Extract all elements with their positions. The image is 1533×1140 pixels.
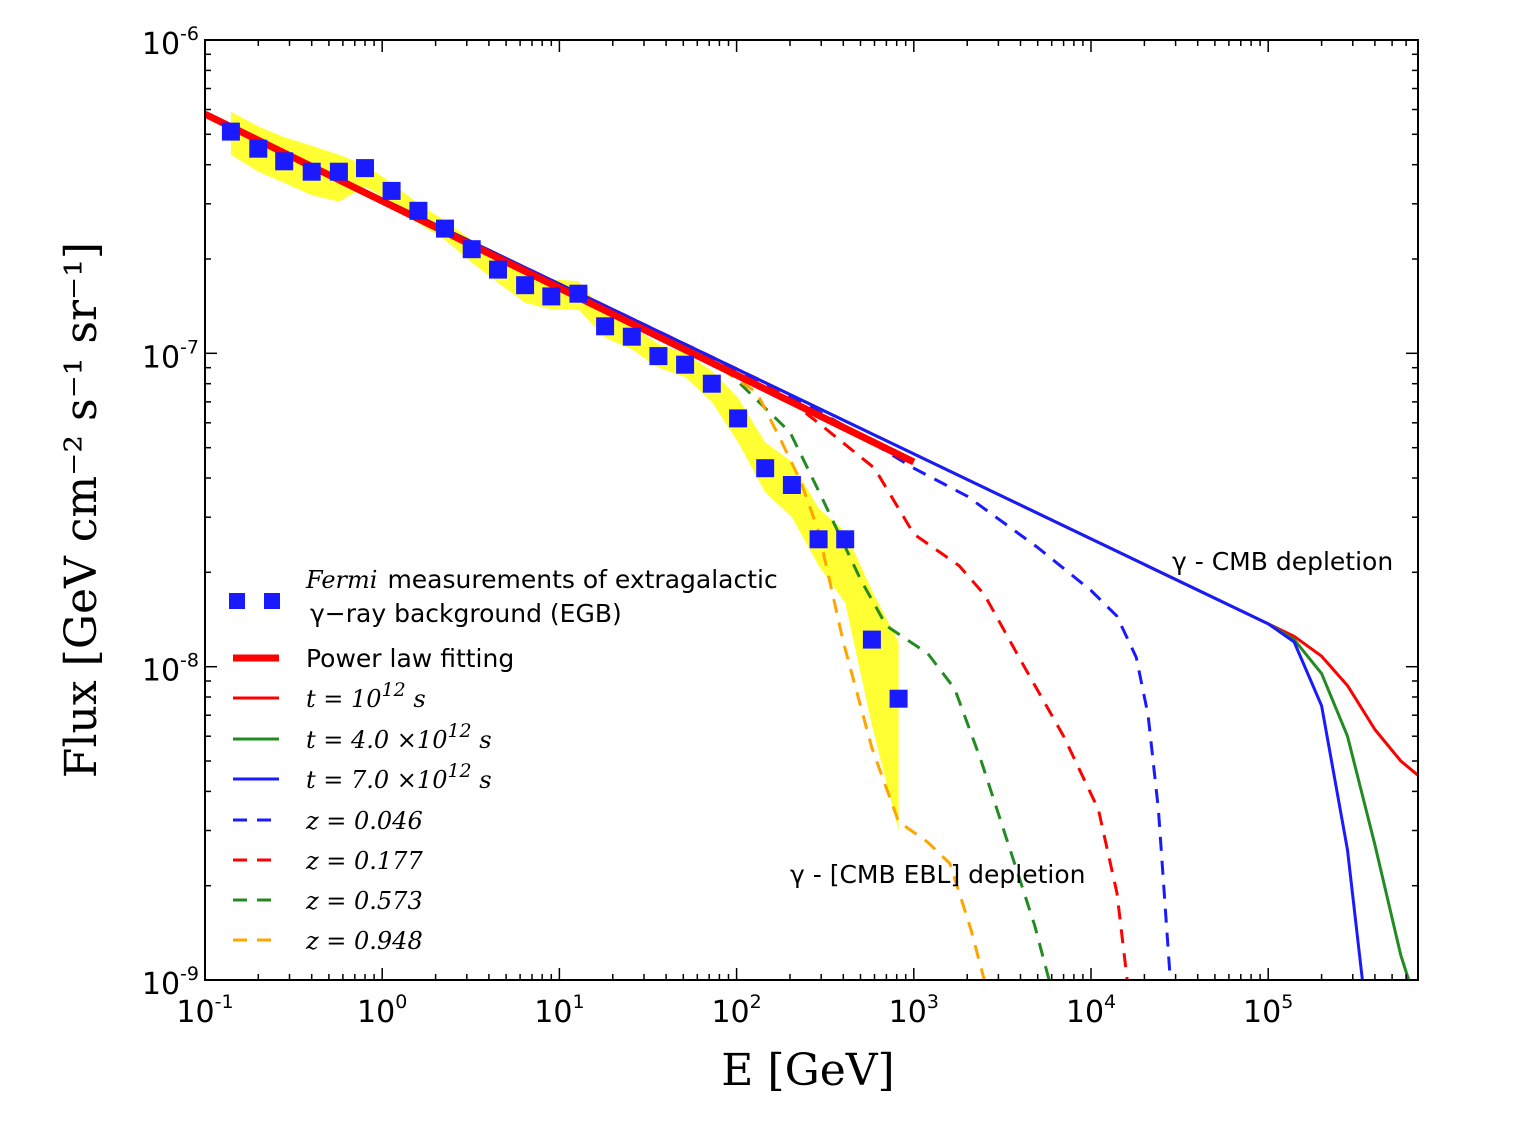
egb-point: [729, 409, 748, 428]
x-tick-label-base: 10: [1243, 995, 1281, 1030]
legend-label-z2: z = 0.177: [305, 847, 423, 875]
egb-point: [302, 162, 321, 181]
legend-label-t2: t = 4.0 ×1012 s: [306, 720, 492, 754]
legend-label-fermi-rest: measurements of extragalactic: [387, 565, 777, 594]
legend-label-fermi-line2: γ−ray background (EGB): [310, 599, 622, 628]
x-tick-label-exp: 0: [395, 991, 407, 1013]
y-tick-label-base: 10: [142, 27, 180, 62]
egb-point: [462, 240, 481, 259]
y-tick-label: 10-6: [142, 23, 199, 62]
x-tick-label-base: 10: [176, 995, 214, 1030]
plot-frame: [204, 39, 1419, 981]
x-tick-label: 104: [1066, 991, 1116, 1030]
egb-point: [782, 476, 801, 494]
legend-label-t1: t = 1012 s: [306, 679, 426, 713]
egb-point: [649, 347, 668, 366]
x-tick-label-exp: 4: [1104, 991, 1116, 1013]
legend-label-t1-tail: s: [406, 685, 426, 713]
egb-point: [275, 152, 294, 171]
legend-label-t3-base: t = 7.0 ×10: [306, 766, 447, 794]
y-tick-label-exp: -8: [180, 650, 199, 672]
x-tick-label: 102: [711, 991, 761, 1030]
series-line-t-7-0x10-12-s: [205, 112, 1364, 980]
egb-point: [569, 284, 588, 303]
x-tick-label: 101: [534, 991, 584, 1030]
x-tick-label-base: 10: [1066, 995, 1104, 1030]
legend: Fermi measurements of extragalactic γ−ra…: [229, 565, 778, 955]
x-tick-label-base: 10: [711, 995, 749, 1030]
egb-point: [836, 530, 855, 549]
egb-point: [329, 162, 348, 181]
egb-point: [249, 139, 268, 158]
legend-label-t1-sup: 12: [382, 679, 406, 701]
y-tick-label-base: 10: [142, 654, 180, 689]
egb-point: [516, 276, 535, 295]
x-tick-label-exp: 3: [927, 991, 939, 1013]
y-tick-label-exp: -7: [180, 336, 199, 358]
x-tick-label: 105: [1243, 991, 1293, 1030]
y-axis-label: Flux [GeV cm⁻² s⁻¹ sr⁻¹]: [56, 242, 107, 778]
legend-label-fermi-italic: Fermi: [305, 566, 377, 594]
legend-label-t2-base: t = 4.0 ×10: [306, 726, 447, 754]
y-tick-label-base: 10: [142, 967, 180, 1002]
egb-point: [382, 181, 401, 200]
legend-label-z1: z = 0.046: [305, 807, 423, 835]
egb-point: [356, 159, 374, 178]
y-tick-label: 10-8: [142, 650, 199, 689]
x-tick-label: 100: [357, 991, 407, 1030]
egb-point: [622, 327, 641, 346]
egb-point: [862, 630, 881, 649]
y-tick-label: 10-9: [142, 963, 199, 1002]
legend-marker-fermi-b: [264, 593, 280, 609]
legend-label-t3-sup: 12: [447, 760, 471, 782]
cmb-depletion-annotation: γ - CMB depletion: [1172, 547, 1393, 576]
legend-label-z4: z = 0.948: [305, 927, 423, 955]
y-tick-label: 10-7: [142, 336, 199, 375]
x-tick-label-exp: 5: [1281, 991, 1293, 1013]
x-tick-label: 103: [889, 991, 939, 1030]
y-tick-label-exp: -6: [180, 23, 199, 45]
series-line-z-0-177: [205, 112, 1129, 980]
x-tick-label: 10-1: [176, 991, 233, 1030]
egb-marker-layer: [221, 122, 908, 708]
legend-label-powerlaw: Power law fitting: [306, 644, 514, 673]
legend-label-fermi: Fermi measurements of extragalactic: [305, 565, 778, 594]
egb-point: [756, 459, 775, 478]
legend-label-t1-base: t = 10: [306, 685, 382, 713]
egb-point: [702, 374, 721, 393]
egb-point: [889, 689, 908, 708]
x-tick-label-base: 10: [357, 995, 395, 1030]
y-tick-label-exp: -9: [180, 963, 199, 985]
series-line-z-0-573: [205, 112, 1051, 980]
egb-point: [436, 219, 454, 238]
egb-point: [221, 122, 240, 141]
legend-label-t2-tail: s: [472, 726, 492, 754]
egb-point: [676, 355, 695, 374]
y-tick-label-base: 10: [142, 340, 180, 375]
legend-label-t3-tail: s: [472, 766, 492, 794]
egb-point: [809, 530, 828, 549]
x-tick-label-exp: 2: [750, 991, 762, 1013]
series-layer: [205, 110, 1418, 980]
cmb-ebl-depletion-annotation: γ - [CMB EBL] depletion: [790, 860, 1086, 889]
x-tick-label-exp: 1: [572, 991, 584, 1013]
legend-label-t3: t = 7.0 ×1012 s: [306, 760, 492, 794]
x-tick-label-base: 10: [534, 995, 572, 1030]
egb-point: [489, 260, 507, 279]
egb-point: [596, 317, 615, 336]
egb-point: [409, 201, 428, 220]
x-tick-label-exp: -1: [215, 991, 234, 1013]
series-line-z-0-948: [205, 112, 986, 980]
x-axis-label: E [GeV]: [721, 1045, 894, 1096]
legend-label-t2-sup: 12: [447, 720, 471, 742]
x-tick-label-base: 10: [889, 995, 927, 1030]
legend-label-z3: z = 0.573: [305, 887, 423, 915]
egb-point: [542, 287, 561, 306]
legend-marker-fermi-a: [229, 593, 245, 609]
